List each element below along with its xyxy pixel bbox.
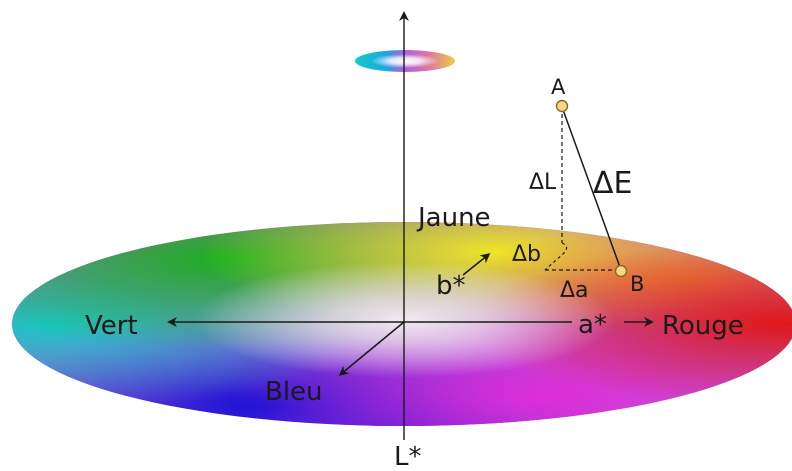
point-a-marker [555,99,569,113]
l-axis-label: L* [394,442,422,471]
delta-e-line [561,106,622,271]
yellow-label: Jaune [416,203,491,233]
blue-axis-arrow [338,321,405,376]
green-label: Vert [85,311,138,341]
color-disc [12,222,792,426]
delta-b-line [544,242,568,271]
red-label: Rouge [662,311,744,341]
point-b-label: B [630,272,644,296]
point-a-label: A [551,75,566,99]
b-axis-label: b* [436,271,466,301]
small-color-disc [355,50,455,72]
delta-e-label: ΔE [593,166,632,201]
point-b-marker [614,264,628,278]
blue-label: Bleu [265,377,323,407]
b-axis-arrow [462,253,491,276]
delta-l-label: ΔL [529,170,557,195]
a-axis-label: a* [578,310,607,340]
delta-b-label: Δb [512,242,541,267]
delta-a-label: Δa [560,278,589,303]
